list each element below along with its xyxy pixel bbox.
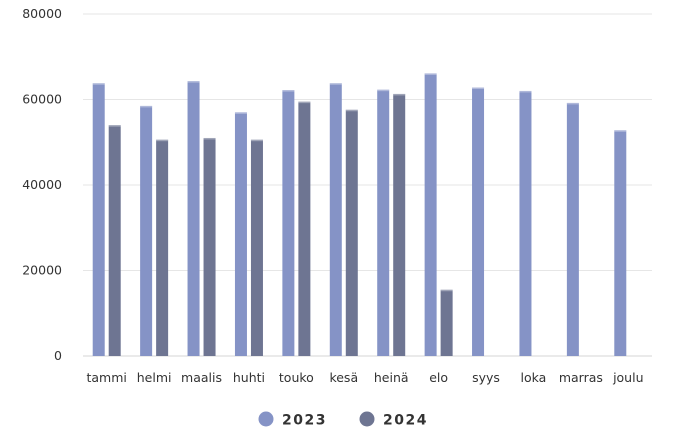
y-tick-label: 20000 [22, 263, 62, 278]
bar-2023-touko [282, 90, 295, 356]
bar-highlight [566, 102, 579, 105]
x-tick-label: helmi [137, 370, 172, 385]
bar-2023-loka [519, 90, 532, 356]
y-axis-ticks: 0 20000 40000 60000 80000 [22, 6, 62, 363]
bar-highlight [377, 89, 390, 92]
y-tick-label: 40000 [22, 177, 62, 192]
x-axis-ticks: tammi helmi maalis huhti touko kesä heinä elo sy… [87, 370, 644, 385]
y-tick-label: 80000 [22, 6, 62, 21]
bar-2023-huhti [234, 112, 247, 356]
bar-2023-helmi [140, 105, 153, 356]
bar-highlight [92, 83, 105, 85]
x-tick-label: kesä [329, 370, 358, 385]
legend-label-2023[interactable]: 2023 [282, 413, 327, 429]
x-tick-label: maalis [181, 370, 222, 385]
legend-marker-2023[interactable] [258, 411, 274, 427]
bar-highlight [424, 73, 437, 75]
bar-2023-marras [566, 102, 579, 356]
bar-highlight [345, 109, 358, 112]
bar-2024-heinä [393, 93, 406, 356]
bar-highlight [393, 93, 406, 96]
bar-highlight [298, 101, 311, 104]
x-tick-label: touko [279, 370, 314, 385]
x-tick-label: loka [521, 370, 547, 385]
bar-highlight [472, 87, 485, 90]
legend: 2023 2024 [258, 411, 428, 429]
y-tick-label: 0 [54, 348, 62, 363]
x-tick-label: heinä [374, 370, 409, 385]
bar-highlight [140, 105, 153, 108]
bar-highlight [187, 81, 200, 83]
bar-2023-elo [424, 73, 437, 357]
bar-highlight [234, 112, 247, 114]
bar-2024-tammi [108, 125, 121, 357]
bar-2024-maalis [203, 137, 216, 356]
bar-highlight [156, 139, 169, 142]
legend-marker-2024[interactable] [359, 411, 375, 427]
bar-2024-huhti [250, 139, 263, 356]
bar-2023-tammi [92, 83, 105, 356]
bar-highlight [440, 289, 453, 292]
x-tick-label: tammi [87, 370, 127, 385]
gridlines [83, 13, 652, 357]
bar-highlight [203, 137, 216, 140]
bar-highlight [282, 90, 295, 92]
bar-2024-helmi [156, 139, 169, 356]
bar-2024-elo [440, 289, 453, 356]
bar-2023-syys [472, 87, 485, 356]
bars [92, 73, 627, 357]
bar-2023-heinä [377, 89, 390, 356]
x-tick-label: joulu [612, 370, 643, 385]
bar-2024-touko [298, 101, 311, 356]
y-tick-label: 60000 [22, 92, 62, 107]
bar-2023-kesä [329, 83, 342, 356]
bar-2023-maalis [187, 81, 200, 357]
bar-highlight [614, 130, 627, 132]
legend-label-2024[interactable]: 2024 [383, 413, 428, 429]
x-tick-label: elo [429, 370, 448, 385]
x-tick-label: syys [472, 370, 500, 385]
bar-highlight [108, 125, 121, 127]
x-tick-label: huhti [233, 370, 265, 385]
bar-highlight [329, 83, 342, 85]
bar-highlight [250, 139, 263, 142]
bar-2024-kesä [345, 109, 358, 356]
bar-2023-joulu [614, 130, 627, 356]
bar-highlight [519, 90, 532, 93]
x-tick-label: marras [559, 370, 603, 385]
